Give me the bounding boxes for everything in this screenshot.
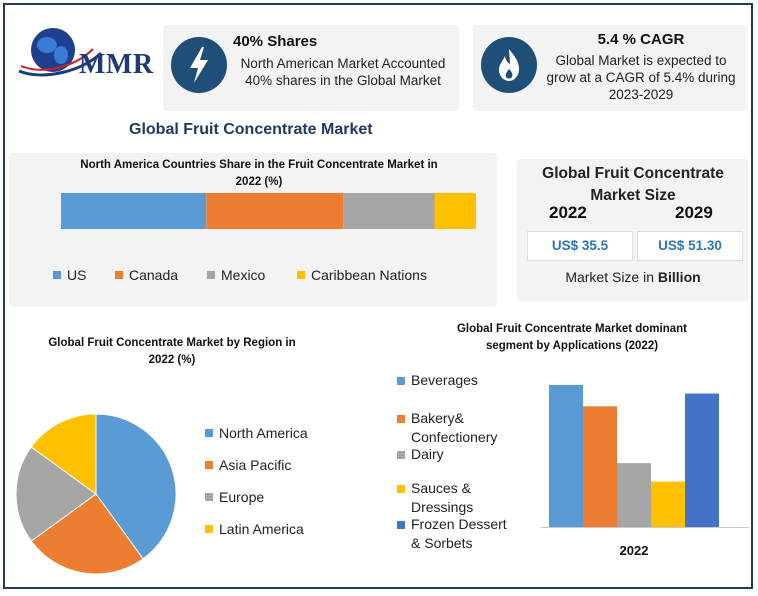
unit-prefix: Market Size in: [565, 269, 658, 285]
legend-label: Caribbean Nations: [311, 267, 427, 283]
logo-text: MMR: [79, 49, 154, 80]
shares-card: 40% Shares North American Market Account…: [163, 25, 459, 111]
page-title: Global Fruit Concentrate Market: [129, 121, 373, 138]
legend-swatch: [115, 271, 123, 279]
legend-item-caribbean-nations: Caribbean Nations: [297, 267, 447, 283]
legend-swatch: [205, 525, 213, 533]
bar-dairy: [617, 463, 651, 527]
value-2029: US$ 51.30: [637, 231, 743, 261]
legend-label: Latin America: [219, 521, 304, 537]
cagr-text: Global Market is expected to grow at a C…: [546, 53, 736, 102]
legend-item-canada: Canada: [115, 267, 207, 283]
legend-swatch: [205, 429, 213, 437]
x-tick-label: 2022: [620, 543, 649, 558]
lightning-bolt-icon: [190, 47, 208, 83]
legend-swatch: [397, 485, 405, 493]
legend-label: Asia Pacific: [219, 457, 292, 473]
pie-slice-asia-pacific: [30, 493, 144, 575]
bar-bakery-confectionery: [583, 406, 617, 527]
market-size-panel: Global Fruit Concentrate Market Size 202…: [517, 159, 749, 301]
country-share-legend: US Canada Mexico Caribbean Nations: [53, 267, 493, 283]
shares-icon-circle: [171, 37, 227, 93]
bar-segment-mexico: [343, 193, 435, 229]
legend-swatch: [297, 271, 305, 279]
legend-swatch: [205, 493, 213, 501]
logo: MMR: [13, 19, 163, 85]
legend-label: North America: [219, 425, 308, 441]
legend-item-europe: Europe: [205, 481, 355, 513]
value-2022: US$ 35.5: [527, 231, 633, 261]
legend-item-asia-pacific: Asia Pacific: [205, 449, 355, 481]
legend-label: Sauces & Dressings: [411, 480, 474, 515]
legend-item-mexico: Mexico: [207, 267, 297, 283]
region-legend: North America Asia Pacific Europe Latin Ame…: [205, 417, 355, 545]
shares-text: North American Market Accounted 40% shar…: [240, 56, 446, 88]
cagr-icon-circle: [481, 37, 537, 93]
country-share-title: North America Countries Share in the Fru…: [80, 159, 438, 188]
cagr-title: 5.4 % CAGR: [597, 31, 685, 48]
legend-label: Frozen Dessert & Sorbets: [411, 516, 507, 551]
legend-swatch: [397, 451, 405, 459]
pie-slice-europe: [15, 446, 97, 542]
legend-item-bakery-confectionery: Bakery& Confectionery: [397, 409, 517, 447]
legend-swatch: [397, 521, 405, 529]
legend-label: Dairy: [411, 446, 444, 462]
year-2029: 2029: [675, 203, 713, 222]
shares-title: 40% Shares: [233, 33, 318, 50]
region-pie-chart: [15, 413, 177, 575]
legend-label: US: [67, 267, 87, 283]
legend-label: Mexico: [221, 267, 266, 283]
legend-item-us: US: [53, 267, 115, 283]
unit-bold: Billion: [657, 269, 701, 285]
cagr-card: 5.4 % CAGR Global Market is expected to …: [473, 25, 747, 111]
globe-icon: [18, 28, 103, 77]
legend-label: Canada: [129, 267, 179, 283]
legend-item-beverages: Beverages: [397, 371, 517, 390]
legend-item-north-america: North America: [205, 417, 355, 449]
legend-item-dairy: Dairy: [397, 445, 517, 464]
bar-segment-canada: [206, 193, 344, 229]
bar-sauces-dressings: [651, 481, 685, 527]
country-share-chart: [61, 193, 476, 229]
pie-slice-latin-america: [30, 413, 97, 495]
bar-beverages: [549, 385, 583, 527]
year-2022: 2022: [549, 203, 587, 222]
bar-frozen-dessert-sorbets: [685, 393, 719, 527]
applications-chart-title: Global Fruit Concentrate Market dominant…: [456, 323, 688, 352]
legend-label: Bakery& Confectionery: [411, 410, 498, 445]
legend-item-latin-america: Latin America: [205, 513, 355, 545]
legend-swatch: [53, 271, 61, 279]
applications-bar-chart: 2022: [541, 385, 749, 558]
country-share-panel: North America Countries Share in the Fru…: [9, 153, 497, 307]
legend-item-frozen-dessert-sorbets: Frozen Dessert & Sorbets: [397, 515, 517, 553]
bar-segment-us: [61, 193, 207, 229]
legend-item-sauces-dressings: Sauces & Dressings: [397, 479, 517, 517]
pie-slice-north-america: [95, 413, 177, 560]
bar-segment-caribbean-nations: [434, 193, 476, 229]
flame-icon: [499, 49, 519, 81]
region-chart-title: Global Fruit Concentrate Market by Regio…: [48, 337, 296, 366]
legend-swatch: [207, 271, 215, 279]
infographic-frame: MMR 40% Shares North American Market Acc…: [3, 3, 753, 589]
legend-swatch: [397, 415, 405, 423]
legend-label: Beverages: [411, 372, 478, 388]
market-size-title: Global Fruit Concentrate Market Size: [542, 165, 724, 204]
market-size-unit: Market Size in Billion: [517, 267, 749, 287]
legend-swatch: [205, 461, 213, 469]
legend-swatch: [397, 377, 405, 385]
legend-label: Europe: [219, 489, 265, 505]
